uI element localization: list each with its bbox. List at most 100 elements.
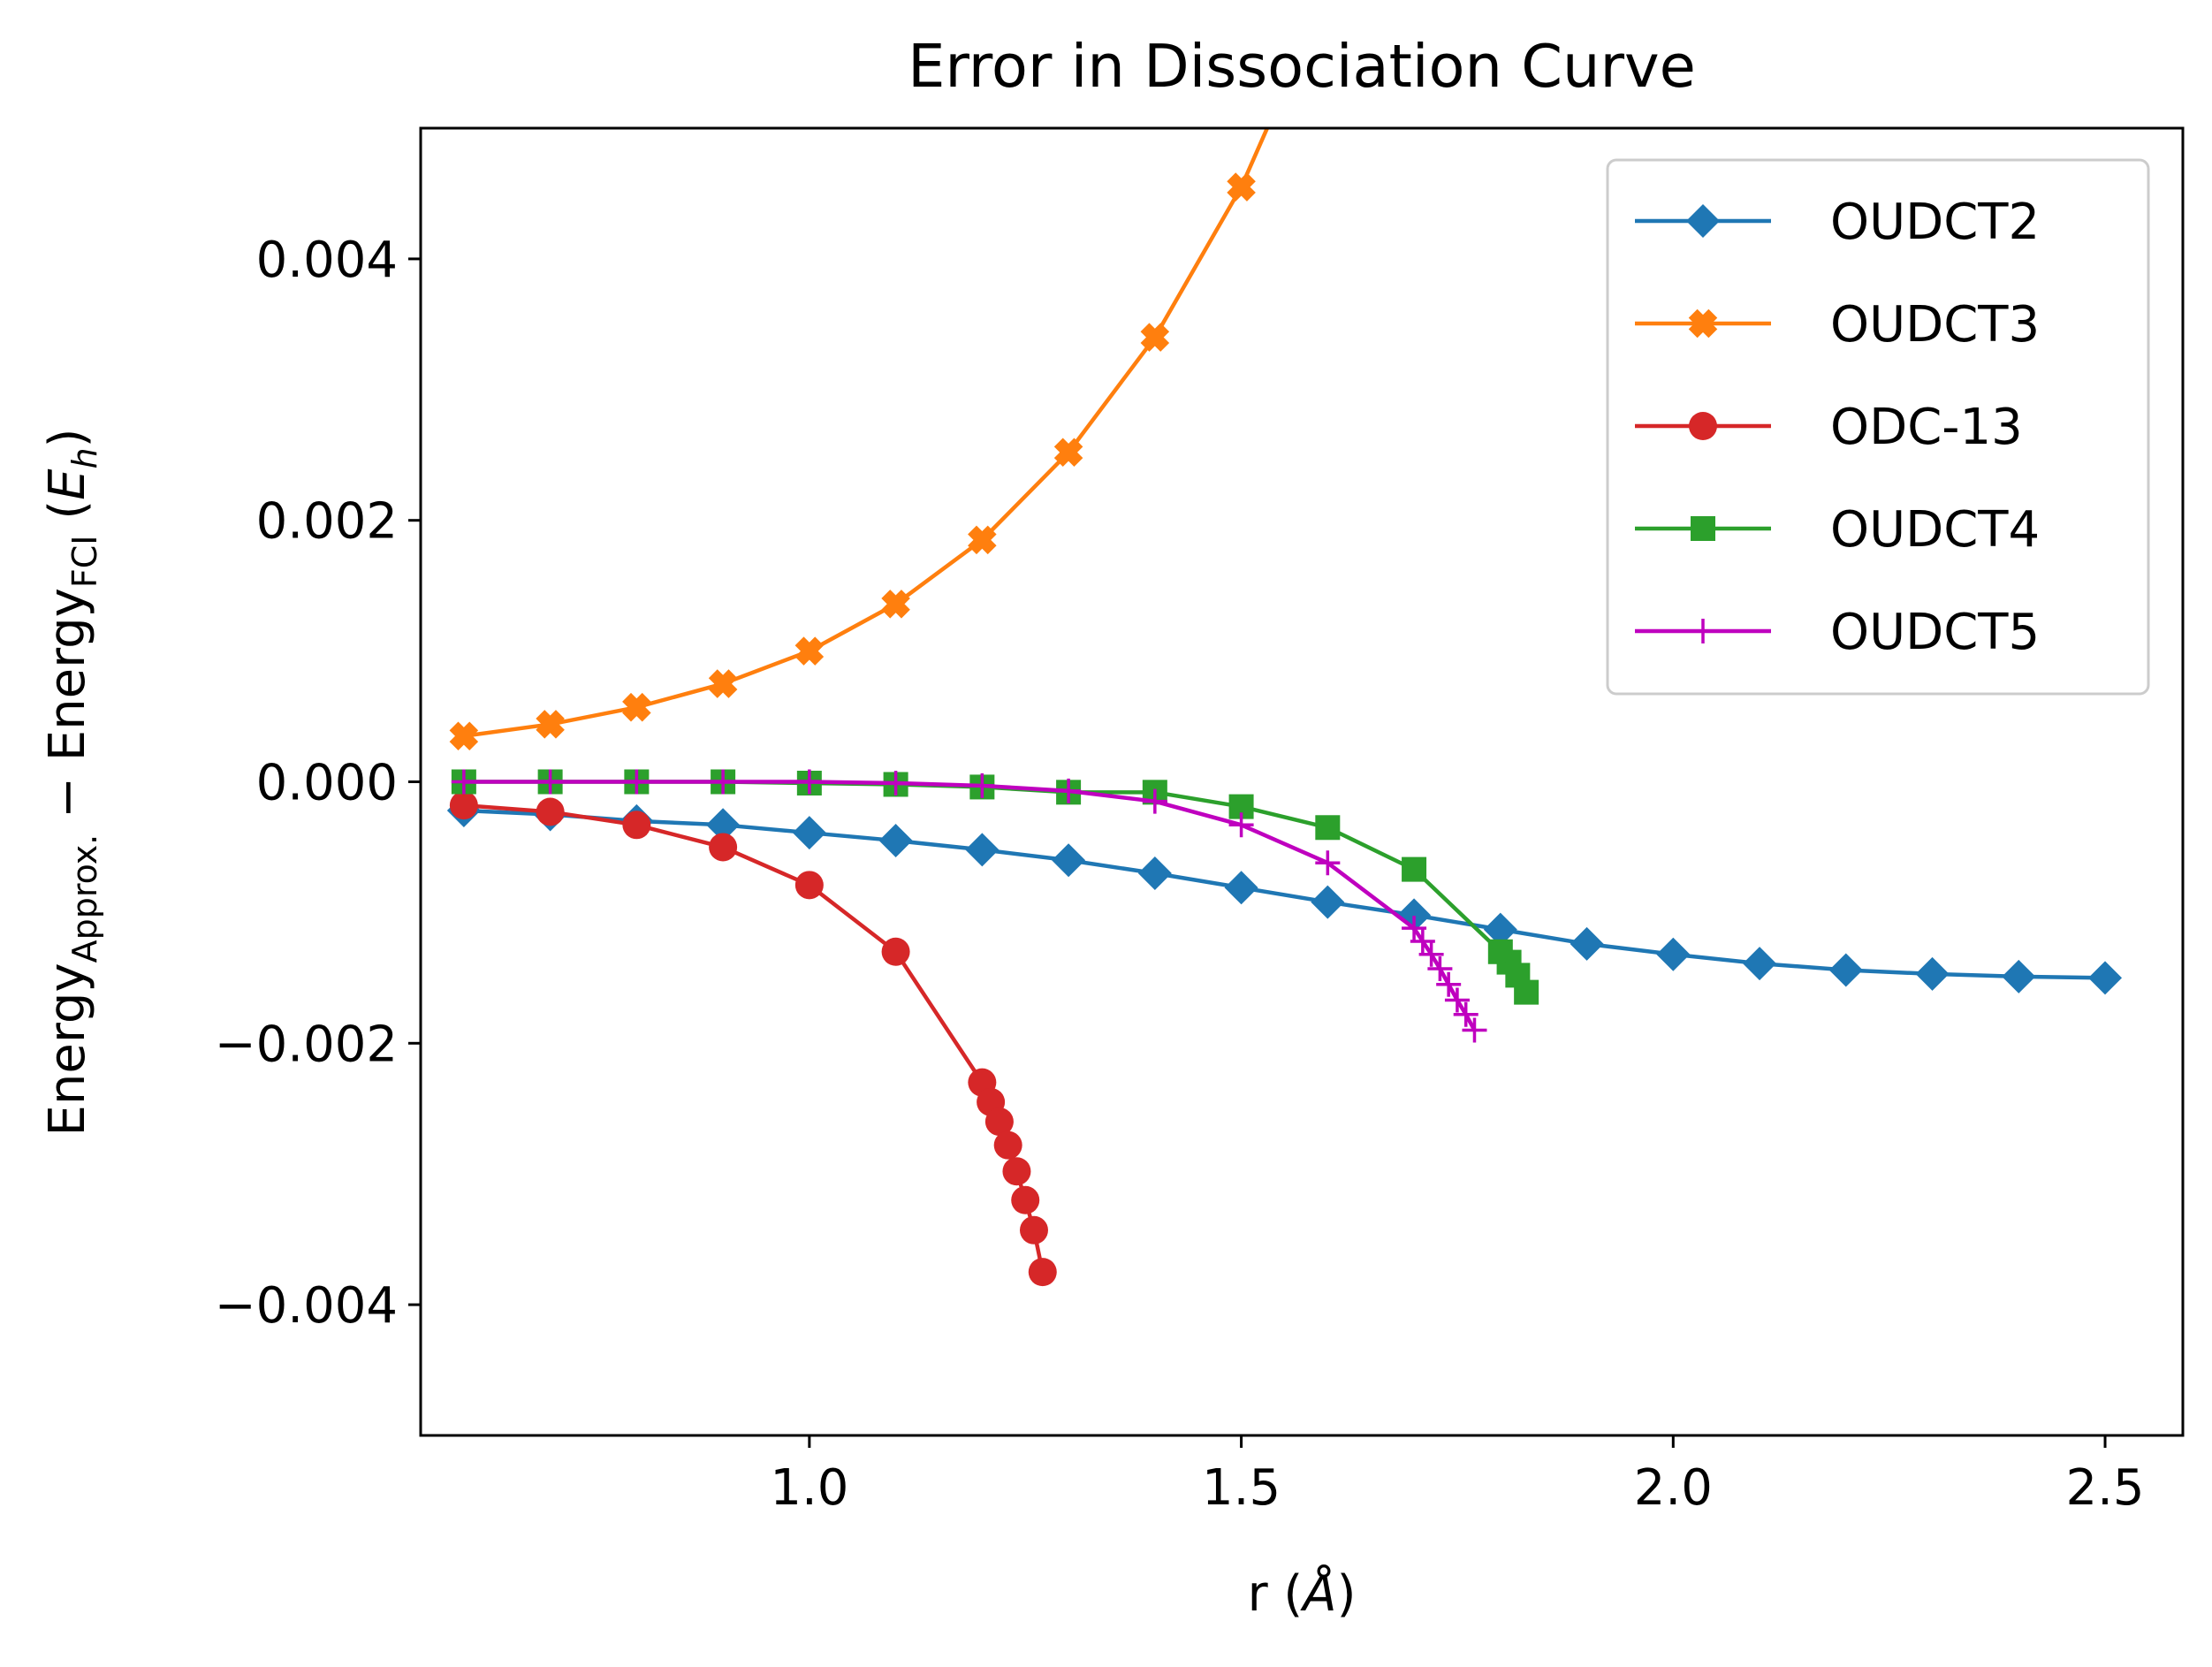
data-point xyxy=(536,710,565,739)
data-point xyxy=(1028,1258,1057,1287)
legend-label: OUDCT5 xyxy=(1830,604,2040,661)
data-point xyxy=(993,1130,1022,1160)
data-point xyxy=(1002,1157,1031,1186)
data-point xyxy=(1011,1185,1040,1214)
data-point xyxy=(1140,323,1170,352)
data-point xyxy=(449,791,478,820)
data-point xyxy=(1402,856,1427,882)
legend-item-odc-13: ODC-13 xyxy=(1635,399,2023,456)
data-point xyxy=(449,721,479,750)
data-point xyxy=(1056,778,1082,803)
x-tick-label: 1.5 xyxy=(1202,1459,1281,1517)
series-oudct4 xyxy=(451,769,1539,1005)
series-odc-13 xyxy=(449,791,1057,1287)
data-point xyxy=(2002,959,2036,993)
legend-label: ODC-13 xyxy=(1830,399,2023,456)
data-point xyxy=(1315,850,1341,876)
legend-item-oudct3: OUDCT3 xyxy=(1635,296,2040,354)
data-point xyxy=(968,525,997,555)
legend-label: OUDCT4 xyxy=(1830,501,2040,559)
data-point xyxy=(883,770,908,795)
series-line xyxy=(463,128,1270,738)
data-point xyxy=(622,811,651,840)
data-point xyxy=(1227,172,1256,202)
data-point xyxy=(537,769,563,795)
data-point xyxy=(2088,961,2123,995)
data-point xyxy=(709,833,738,862)
data-point xyxy=(1142,788,1167,814)
data-point xyxy=(1053,438,1083,468)
data-point xyxy=(878,824,913,858)
data-point xyxy=(1019,1215,1048,1245)
data-point xyxy=(706,808,741,842)
data-point xyxy=(796,769,822,795)
series-oudct3 xyxy=(449,0,1348,750)
legend-item-oudct5: OUDCT5 xyxy=(1635,604,2040,661)
data-point xyxy=(1743,947,1777,981)
series-line xyxy=(463,780,1529,993)
legend-marker xyxy=(1688,308,1718,339)
data-point xyxy=(711,769,736,795)
data-point xyxy=(969,773,995,798)
legend-marker xyxy=(1691,516,1715,541)
legend-marker xyxy=(1691,619,1715,643)
y-tick-label: 0.004 xyxy=(256,232,398,289)
data-point xyxy=(1228,812,1254,838)
data-point xyxy=(1514,979,1539,1005)
data-point xyxy=(708,669,738,698)
data-point xyxy=(965,833,1000,867)
data-point xyxy=(1483,912,1517,947)
data-point xyxy=(1224,871,1258,905)
data-point xyxy=(1308,0,1348,11)
y-axis: 0.004 0.002 0.000 −0.002 −0.004 xyxy=(215,232,421,1335)
y-tick-label: 0.002 xyxy=(256,493,398,551)
x-axis: 1.0 1.5 2.0 2.5 xyxy=(770,1435,2145,1517)
data-point xyxy=(1311,885,1345,919)
data-point xyxy=(1656,937,1691,971)
data-point xyxy=(1315,815,1341,841)
series-oudct2 xyxy=(446,794,2123,995)
data-point xyxy=(451,769,476,795)
y-axis-label: EnergyApprox. − EnergyFCI (Eh) xyxy=(39,429,104,1137)
data-point xyxy=(1418,941,1444,967)
data-point xyxy=(1137,856,1172,891)
data-point xyxy=(881,590,910,619)
legend-item-oudct2: OUDCT2 xyxy=(1635,194,2040,251)
data-point xyxy=(1570,926,1604,961)
x-tick-label: 1.0 xyxy=(770,1459,848,1517)
x-tick-label: 2.5 xyxy=(2065,1459,2144,1517)
series-oudct5 xyxy=(451,769,1487,1043)
y-tick-label: −0.002 xyxy=(215,1016,398,1073)
y-tick-label: 0.000 xyxy=(256,755,398,812)
data-point xyxy=(1402,916,1427,941)
x-tick-label: 2.0 xyxy=(1634,1459,1713,1517)
legend-item-oudct4: OUDCT4 xyxy=(1635,501,2040,559)
data-point xyxy=(1410,928,1435,954)
y-tick-label: −0.004 xyxy=(215,1277,398,1335)
legend-marker xyxy=(1689,412,1717,440)
data-point xyxy=(622,692,651,722)
data-point xyxy=(984,1108,1014,1137)
data-point xyxy=(624,769,650,795)
x-axis-label: r (Å) xyxy=(1248,1564,1357,1623)
legend-marker xyxy=(1686,204,1720,238)
legend: OUDCT2 OUDCT3 ODC-13 OUDCT4 OUDCT5 xyxy=(1606,158,2150,696)
chart-title: Error in Dissociation Curve xyxy=(908,32,1696,101)
legend-label: OUDCT3 xyxy=(1830,296,2040,354)
series-line xyxy=(463,803,1045,1273)
data-point xyxy=(1453,1001,1478,1027)
data-point xyxy=(1915,956,1950,991)
data-point xyxy=(1828,953,1863,987)
legend-box xyxy=(1606,158,2150,696)
data-point xyxy=(1444,987,1470,1013)
data-point xyxy=(794,636,825,666)
data-point xyxy=(881,937,910,966)
data-point xyxy=(536,797,565,826)
data-point xyxy=(794,871,824,900)
data-point xyxy=(1052,843,1086,878)
data-point xyxy=(1436,971,1462,997)
series-line xyxy=(463,808,2106,980)
legend-label: OUDCT2 xyxy=(1830,194,2040,251)
data-point xyxy=(1462,1017,1487,1043)
